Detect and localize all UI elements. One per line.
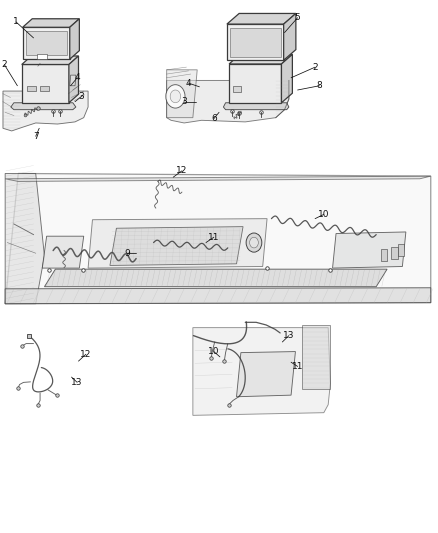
Polygon shape (3, 91, 88, 131)
Text: 12: 12 (80, 350, 92, 359)
Polygon shape (223, 103, 289, 110)
Text: 12: 12 (176, 166, 187, 175)
Bar (233, 86, 241, 92)
Bar (392, 247, 398, 259)
Polygon shape (42, 236, 84, 268)
Polygon shape (5, 288, 431, 304)
Text: 2: 2 (1, 60, 7, 69)
Polygon shape (22, 64, 69, 103)
Polygon shape (193, 328, 330, 415)
Text: 6: 6 (211, 114, 217, 123)
Polygon shape (70, 75, 76, 86)
Text: 13: 13 (283, 331, 295, 340)
Polygon shape (44, 269, 387, 287)
Text: 4: 4 (74, 73, 80, 82)
Text: 5: 5 (295, 13, 300, 22)
Polygon shape (167, 80, 289, 123)
Polygon shape (110, 227, 243, 265)
Polygon shape (227, 13, 296, 24)
Polygon shape (23, 27, 70, 59)
Polygon shape (23, 19, 79, 27)
Bar (381, 249, 387, 261)
Polygon shape (88, 219, 267, 268)
Polygon shape (69, 56, 78, 103)
Text: 4: 4 (186, 78, 191, 87)
Circle shape (246, 233, 262, 252)
Text: 13: 13 (71, 378, 83, 387)
Text: 3: 3 (181, 97, 187, 106)
Polygon shape (5, 176, 431, 181)
Text: 2: 2 (312, 63, 318, 71)
Polygon shape (5, 173, 431, 304)
Polygon shape (229, 64, 282, 103)
Polygon shape (302, 325, 330, 389)
Circle shape (170, 90, 180, 103)
Text: 8: 8 (317, 81, 322, 90)
Circle shape (166, 85, 185, 108)
Text: 10: 10 (208, 347, 219, 356)
Polygon shape (11, 103, 76, 110)
Bar (40, 86, 49, 91)
Polygon shape (227, 24, 284, 60)
Polygon shape (22, 56, 78, 64)
Polygon shape (332, 232, 406, 268)
Polygon shape (229, 54, 293, 64)
Text: 7: 7 (33, 132, 39, 141)
Polygon shape (37, 54, 46, 59)
Polygon shape (26, 31, 67, 55)
Bar (398, 244, 404, 256)
Polygon shape (284, 13, 296, 60)
Bar (27, 86, 36, 91)
Polygon shape (282, 54, 293, 103)
Polygon shape (167, 70, 197, 118)
Text: 10: 10 (318, 210, 329, 219)
Text: 9: 9 (124, 249, 130, 258)
Polygon shape (237, 352, 296, 397)
Text: 11: 11 (292, 362, 304, 371)
Text: 3: 3 (79, 92, 85, 101)
Polygon shape (230, 28, 281, 56)
Circle shape (250, 237, 258, 248)
Polygon shape (70, 19, 79, 59)
Text: 1: 1 (13, 18, 19, 27)
Text: 11: 11 (208, 233, 219, 242)
Polygon shape (5, 173, 44, 304)
